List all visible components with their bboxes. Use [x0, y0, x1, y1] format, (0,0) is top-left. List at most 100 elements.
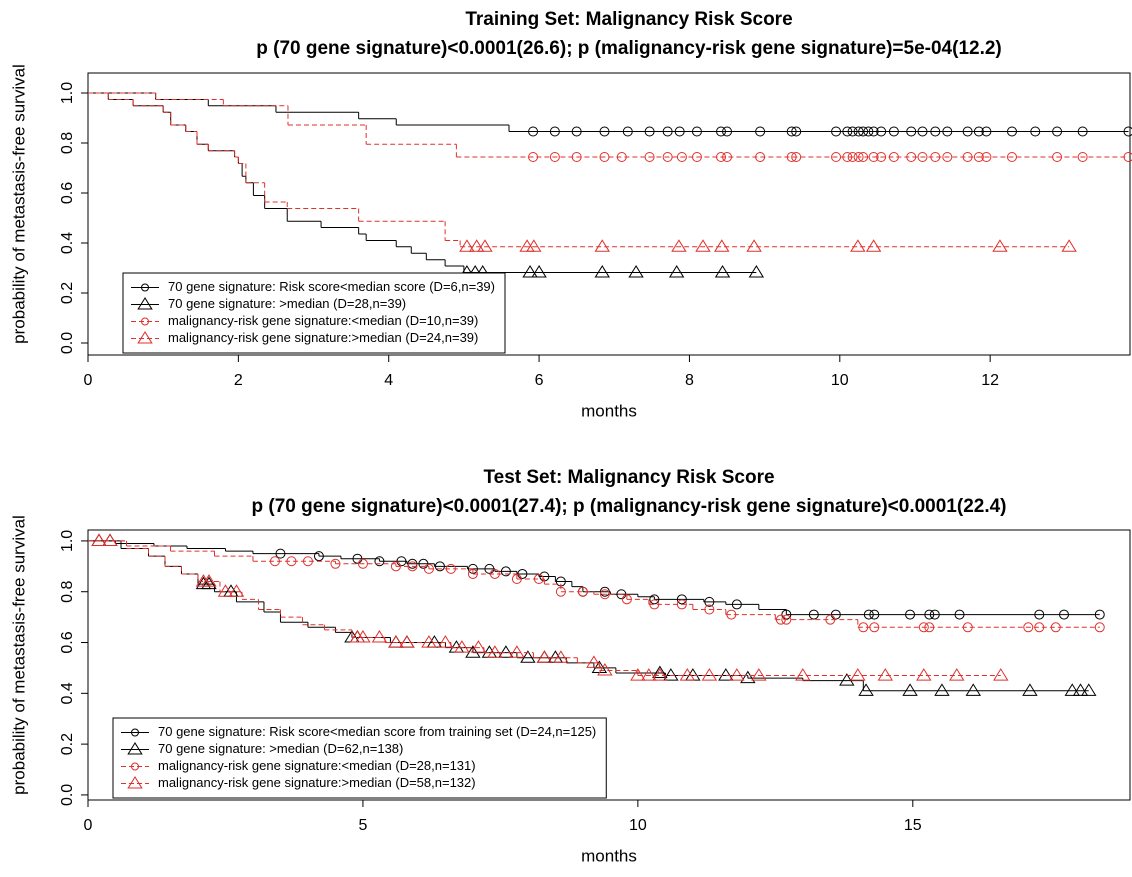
censor-mark: [652, 668, 668, 681]
censor-mark: [934, 683, 950, 696]
censor-mark: [853, 152, 864, 162]
censor-mark: [831, 152, 842, 162]
censor-mark: [531, 265, 547, 278]
censor-mark: [599, 589, 610, 600]
censor-mark: [865, 239, 882, 252]
legend-label: malignancy-risk gene signature:<median (…: [158, 758, 476, 773]
legend: 70 gene signature: Risk score<median sco…: [112, 717, 607, 799]
censor-mark: [459, 239, 475, 252]
censor-mark: [468, 239, 485, 252]
censor-mark: [962, 126, 973, 137]
censor-mark: [929, 609, 940, 620]
censor-mark: [1030, 126, 1041, 137]
censor-mark: [902, 683, 918, 696]
censor-mark: [676, 599, 687, 610]
censor-mark: [718, 668, 734, 681]
x-tick-label: 10: [831, 372, 849, 389]
censor-mark: [313, 551, 324, 562]
censor-mark: [407, 561, 418, 572]
censor-mark: [858, 622, 869, 633]
censor-mark: [1061, 239, 1077, 252]
censor-mark: [522, 265, 538, 278]
censor-mark: [1072, 683, 1089, 696]
censor-mark: [869, 609, 880, 620]
censor-mark: [662, 126, 673, 137]
legend-label: 70 gene signature: Risk score<median sco…: [158, 724, 596, 739]
censor-mark: [691, 126, 702, 137]
censor-mark: [644, 126, 655, 137]
y-tick-label: 0.0: [59, 784, 76, 806]
survival-curve: [88, 92, 765, 278]
censor-mark: [454, 640, 470, 653]
y-tick-label: 0.2: [59, 282, 76, 304]
panel: Training Set: Malignancy Risk Score p (70…: [9, 9, 1132, 420]
legend-frame: [122, 272, 506, 354]
censor-mark: [571, 126, 582, 137]
legend-label: 70 gene signature: >median (D=28,n=39): [168, 296, 406, 311]
censor-mark: [746, 239, 762, 252]
censor-mark: [1077, 152, 1088, 162]
censor-mark: [616, 589, 627, 600]
censor-mark: [1123, 152, 1132, 162]
censor-mark: [869, 622, 880, 633]
y-axis-label: probability of metastasis-free survival: [9, 64, 28, 344]
censor-mark: [1023, 622, 1034, 633]
legend: 70 gene signature: Risk score<median sco…: [122, 272, 506, 354]
censor-mark: [269, 556, 280, 567]
censor-mark: [679, 668, 696, 681]
censor-mark: [489, 568, 500, 579]
censor-mark: [714, 239, 730, 252]
censor-mark: [981, 152, 992, 162]
censor-mark: [662, 152, 673, 162]
censor-mark: [748, 265, 765, 278]
censor-mark: [858, 683, 874, 696]
censor-mark: [616, 152, 627, 162]
censor-mark: [519, 239, 535, 252]
censor-mark: [830, 609, 841, 620]
censor-mark: [831, 126, 842, 137]
censor-mark: [275, 548, 286, 559]
x-tick-label: 4: [384, 372, 393, 389]
censor-mark: [549, 152, 560, 162]
censor-mark: [509, 645, 525, 658]
x-tick-label: 5: [358, 817, 367, 834]
censor-mark: [371, 629, 388, 643]
censor-mark: [1064, 683, 1080, 696]
censor-mark: [594, 239, 610, 252]
censor-mark: [390, 561, 401, 572]
censor-mark: [399, 635, 415, 648]
censor-mark: [775, 614, 786, 625]
censor-mark: [644, 152, 655, 162]
censor-mark: [740, 670, 756, 684]
x-tick-label: 0: [84, 817, 93, 834]
censor-mark: [751, 668, 767, 681]
censor-mark: [487, 645, 503, 658]
censor-mark: [906, 126, 917, 137]
censor-mark: [599, 586, 610, 597]
censor-mark: [470, 640, 487, 653]
censor-mark: [594, 265, 610, 278]
x-tick-label: 8: [685, 372, 694, 389]
censor-mark: [1052, 152, 1063, 162]
y-tick-label: 0.4: [59, 232, 76, 254]
censor-mark: [388, 635, 404, 648]
legend-marker: [137, 331, 153, 344]
censor-mark: [1094, 622, 1105, 633]
censor-mark: [853, 126, 864, 137]
censor-mark: [571, 152, 582, 162]
censor-mark: [467, 568, 478, 579]
censor-mark: [663, 668, 679, 681]
censor-mark: [965, 683, 982, 696]
censor-mark: [374, 556, 385, 567]
plot-frame: [87, 72, 1131, 356]
censor-mark: [704, 604, 715, 615]
censor-mark: [858, 126, 869, 137]
chart-title: Test Set: Malignancy Risk Score: [483, 467, 774, 488]
censor-mark: [786, 126, 797, 137]
legend-marker: [127, 742, 143, 755]
y-axis-label: probability of metastasis-free survival: [9, 515, 28, 795]
censor-mark: [993, 668, 1009, 681]
censor-mark: [924, 609, 935, 620]
censor-mark: [671, 239, 687, 252]
